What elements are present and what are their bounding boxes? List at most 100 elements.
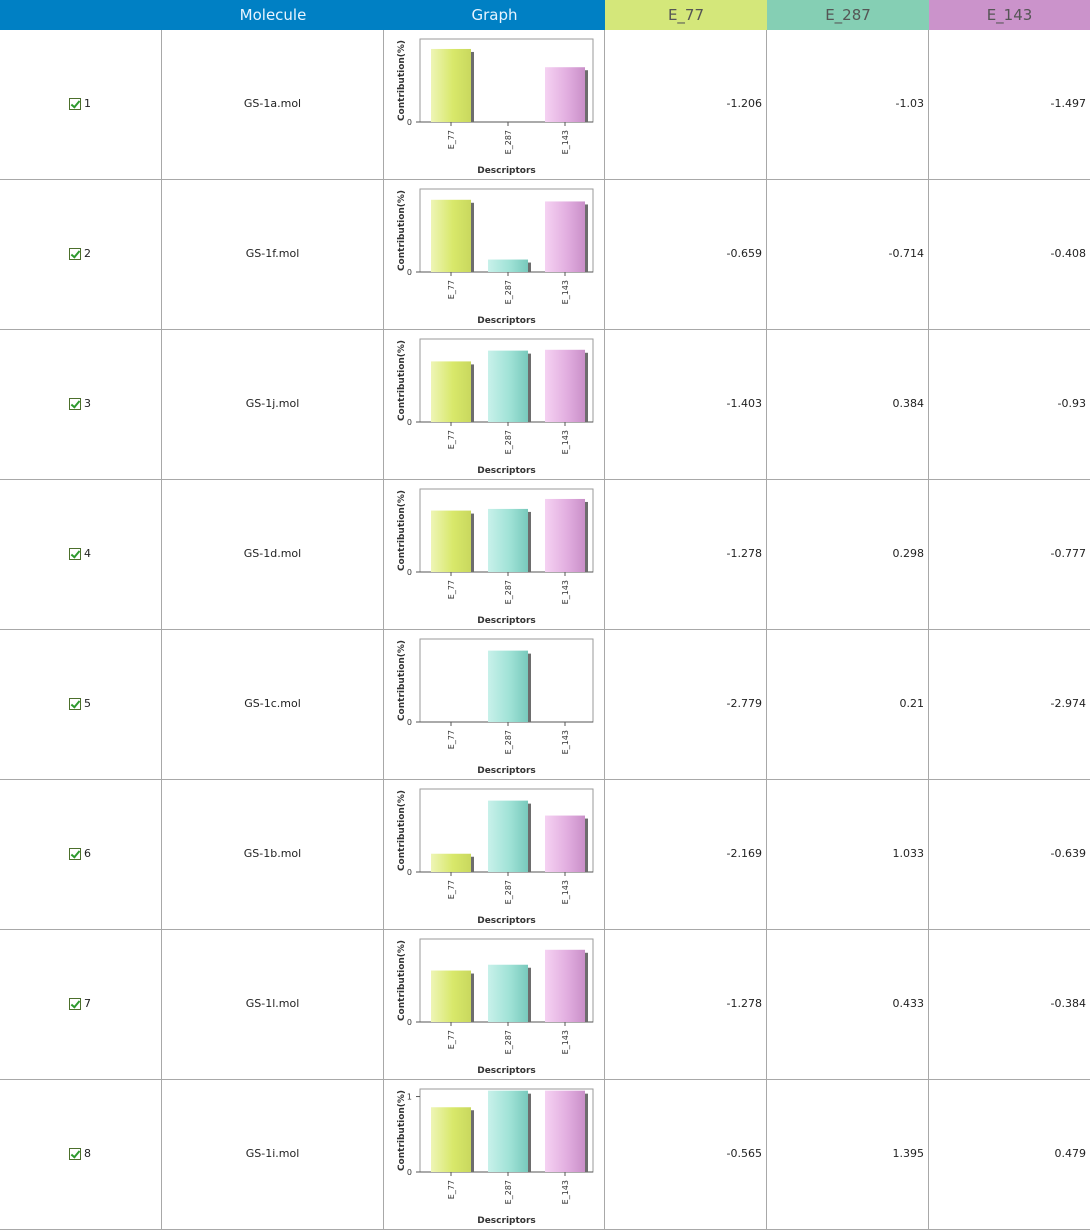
grid-header: Molecule Graph E_77 E_287 E_143 [0,0,1090,30]
x-tick-label: E_143 [561,1030,570,1054]
row-index: 5 [84,697,91,710]
x-tick-label: E_77 [447,880,456,899]
e143-value: -2.974 [1050,697,1086,710]
e143-cell: -0.639 [929,780,1090,929]
table-row[interactable]: 8 GS-1i.mol Contribution(%) 0 1 E_77 E_287 E_14… [0,1080,1090,1230]
bar-e143 [545,1090,585,1172]
table-row[interactable]: 5 GS-1c.mol Contribution(%) 0 E_77 E_287 E_143… [0,630,1090,780]
x-tick-label: E_143 [561,880,570,904]
index-cell: 5 [0,630,162,779]
molecule-cell: GS-1c.mol [162,630,384,779]
molecule-cell: GS-1d.mol [162,480,384,629]
index-group: 1 [69,97,91,110]
row-checkbox[interactable] [69,397,81,410]
row-checkbox[interactable] [69,997,81,1010]
header-e77[interactable]: E_77 [605,0,767,30]
x-tick-label: E_287 [504,1030,513,1054]
row-index: 2 [84,247,91,260]
index-group: 3 [69,397,91,410]
table-row[interactable]: 3 GS-1j.mol Contribution(%) 0 E_77 E_287 E_143… [0,330,1090,480]
row-checkbox[interactable] [69,1147,81,1160]
e143-cell: -0.408 [929,180,1090,329]
e77-value: -1.278 [726,997,762,1010]
y-axis-label: Contribution(%) [397,40,407,121]
bar-e77 [431,48,471,122]
e77-cell: -1.403 [605,330,767,479]
graph-cell: Contribution(%) 0 E_77 E_287 E_143 Descriptor… [384,780,605,929]
y-tick-label: 1 [407,1093,412,1102]
molecule-cell: GS-1b.mol [162,780,384,929]
molecule-name[interactable]: GS-1i.mol [245,1147,300,1160]
index-cell: 8 [0,1080,162,1229]
x-tick-label: E_287 [504,430,513,454]
y-tick-label: 0 [407,1018,412,1027]
row-checkbox[interactable] [69,97,81,110]
row-checkbox[interactable] [69,547,81,560]
e143-value: -0.639 [1050,847,1086,860]
row-index: 6 [84,847,91,860]
molecule-name[interactable]: GS-1a.mol [243,97,302,110]
y-axis-label: Contribution(%) [397,940,407,1021]
e287-cell: 1.033 [767,780,929,929]
y-tick-label: 0 [407,568,412,577]
header-e287[interactable]: E_287 [767,0,929,30]
x-axis-label: Descriptors [477,1216,536,1226]
index-group: 2 [69,247,91,260]
x-tick-label: E_143 [561,1180,570,1204]
x-tick-label: E_77 [447,280,456,299]
x-tick-label: E_287 [504,130,513,154]
index-cell: 2 [0,180,162,329]
e77-cell: -1.206 [605,30,767,179]
row-checkbox[interactable] [69,847,81,860]
header-e143[interactable]: E_143 [929,0,1090,30]
molecule-name[interactable]: GS-1b.mol [243,847,302,860]
y-tick-label: 0 [407,718,412,727]
x-tick-label: E_143 [561,730,570,754]
molecule-cell: GS-1i.mol [162,1080,384,1229]
x-axis-label: Descriptors [477,616,536,626]
bar-e287 [488,1090,528,1172]
molecule-name[interactable]: GS-1j.mol [245,397,300,410]
molecule-cell: GS-1j.mol [162,330,384,479]
bar-e143 [545,498,585,572]
e287-cell: 0.21 [767,630,929,779]
e77-value: -1.206 [726,97,762,110]
molecule-name[interactable]: GS-1f.mol [245,247,300,260]
x-tick-label: E_77 [447,730,456,749]
header-graph[interactable]: Graph [384,0,605,30]
row-checkbox[interactable] [69,247,81,260]
e287-value: -1.03 [895,97,924,110]
header-index[interactable] [0,0,162,30]
table-row[interactable]: 4 GS-1d.mol Contribution(%) 0 E_77 E_287 E_143… [0,480,1090,630]
y-axis-label: Contribution(%) [397,190,407,271]
bar-e77 [431,361,471,422]
graph-cell: Contribution(%) 0 E_77 E_287 E_143 Descriptor… [384,630,605,779]
molecule-name[interactable]: GS-1l.mol [245,997,300,1010]
e77-cell: -1.278 [605,930,767,1079]
x-tick-label: E_287 [504,280,513,304]
e77-value: -0.565 [726,1147,762,1160]
table-row[interactable]: 1 GS-1a.mol Contribution(%) 0 E_77 E_287 E_143… [0,30,1090,180]
bar-e287 [488,650,528,722]
x-tick-label: E_77 [447,1030,456,1049]
molecule-name[interactable]: GS-1d.mol [243,547,302,560]
table-row[interactable]: 6 GS-1b.mol Contribution(%) 0 E_77 E_287 E_143… [0,780,1090,930]
e77-cell: -0.659 [605,180,767,329]
e143-value: -0.93 [1057,397,1086,410]
e287-cell: 0.384 [767,330,929,479]
e143-value: -1.497 [1050,97,1086,110]
bar-e287 [488,800,528,872]
row-checkbox[interactable] [69,697,81,710]
index-group: 8 [69,1147,91,1160]
table-row[interactable]: 7 GS-1l.mol Contribution(%) 0 E_77 E_287 E_143… [0,930,1090,1080]
x-axis-label: Descriptors [477,766,536,776]
header-molecule[interactable]: Molecule [162,0,384,30]
molecule-name[interactable]: GS-1c.mol [244,697,301,710]
table-row[interactable]: 2 GS-1f.mol Contribution(%) 0 E_77 E_287 E_143… [0,180,1090,330]
e77-value: -2.779 [726,697,762,710]
e143-value: -0.777 [1050,547,1086,560]
x-tick-label: E_77 [447,1180,456,1199]
e287-cell: -0.714 [767,180,929,329]
contribution-chart: Contribution(%)0 E_77 E_287 E_143 Descriptor… [397,788,594,926]
